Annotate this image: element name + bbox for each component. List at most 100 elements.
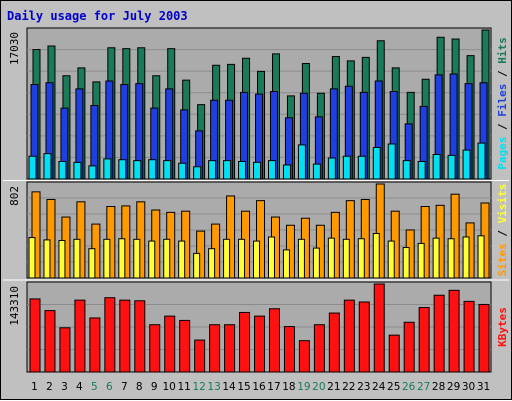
- legend-entry: /: [496, 117, 509, 137]
- x-tick-label: 29: [447, 381, 460, 393]
- bar-visits: [418, 243, 424, 278]
- bar-visits: [44, 240, 50, 278]
- bar-kbytes: [45, 311, 55, 372]
- bar-pages: [209, 161, 216, 179]
- x-tick-label: 30: [462, 381, 475, 393]
- bar-visits: [179, 241, 185, 278]
- y-axis-max-label: 802: [8, 186, 21, 206]
- x-tick-label: 7: [121, 381, 128, 393]
- bar-kbytes: [180, 320, 190, 372]
- x-tick-label: 8: [136, 381, 143, 393]
- x-tick-label: 5: [91, 381, 98, 393]
- bar-kbytes: [299, 341, 309, 372]
- bar-visits: [104, 239, 110, 278]
- legend-top: Pages / Files / Hits: [496, 37, 509, 170]
- bar-kbytes: [120, 300, 130, 372]
- x-tick-label: 19: [297, 381, 310, 393]
- legend-entry: /: [496, 64, 509, 84]
- bar-visits: [403, 248, 409, 278]
- x-tick-label: 14: [222, 381, 236, 393]
- bar-visits: [149, 241, 155, 278]
- x-tick-label: 10: [163, 381, 176, 393]
- bar-pages: [119, 160, 126, 179]
- bar-kbytes: [464, 301, 474, 372]
- bar-pages: [164, 161, 171, 179]
- bar-pages: [328, 158, 335, 179]
- bar-pages: [134, 161, 141, 179]
- bar-kbytes: [359, 302, 369, 372]
- bar-kbytes: [225, 325, 235, 372]
- bar-kbytes: [434, 295, 444, 372]
- bar-visits: [283, 250, 289, 278]
- bar-kbytes: [75, 300, 85, 372]
- bar-pages: [224, 161, 231, 179]
- bar-pages: [358, 156, 365, 179]
- bar-visits: [463, 237, 469, 278]
- x-tick-label: 24: [372, 381, 386, 393]
- bar-pages: [448, 155, 455, 179]
- x-tick-label: 6: [106, 381, 113, 393]
- x-tick-label: 20: [312, 381, 325, 393]
- bar-kbytes: [195, 340, 205, 372]
- bar-pages: [433, 155, 440, 179]
- bar-visits: [254, 241, 260, 278]
- legend-entry: Visits: [496, 184, 509, 224]
- y-axis-max-label: 143310: [8, 286, 21, 326]
- x-tick-label: 18: [282, 381, 295, 393]
- bar-visits: [433, 238, 439, 278]
- bar-pages: [403, 161, 410, 179]
- legend-entry: Pages: [496, 137, 509, 170]
- bar-pages: [268, 161, 275, 179]
- bar-kbytes: [210, 325, 220, 372]
- x-tick-label: 27: [417, 381, 430, 393]
- bar-pages: [74, 162, 81, 179]
- bar-kbytes: [284, 327, 294, 372]
- bar-visits: [298, 239, 304, 278]
- bar-pages: [283, 165, 290, 179]
- bar-kbytes: [374, 284, 384, 372]
- bar-visits: [448, 239, 454, 278]
- bar-pages: [89, 166, 96, 179]
- x-tick-label: 9: [151, 381, 158, 393]
- bar-kbytes: [240, 312, 250, 372]
- legend-entry: KBytes: [496, 307, 509, 347]
- x-tick-label: 28: [432, 381, 445, 393]
- bar-pages: [44, 154, 51, 179]
- x-tick-label: 13: [207, 381, 220, 393]
- bar-visits: [313, 248, 319, 278]
- bar-visits: [74, 239, 80, 278]
- bar-kbytes: [60, 328, 70, 372]
- y-axis-max-label: 17030: [8, 32, 21, 65]
- bar-pages: [418, 162, 425, 179]
- bar-pages: [373, 148, 380, 179]
- bar-kbytes: [269, 309, 279, 372]
- bar-pages: [59, 162, 66, 179]
- legend-entry: /: [496, 223, 509, 243]
- bar-pages: [149, 160, 156, 179]
- chart-title: Daily usage for July 2003: [7, 9, 188, 23]
- bar-visits: [239, 239, 245, 278]
- bar-pages: [313, 164, 320, 179]
- x-tick-label: 21: [327, 381, 340, 393]
- x-tick-label: 25: [387, 381, 400, 393]
- bar-visits: [194, 253, 200, 278]
- bar-kbytes: [479, 304, 489, 372]
- bar-kbytes: [344, 300, 354, 372]
- bar-kbytes: [150, 325, 160, 372]
- bar-visits: [164, 239, 170, 278]
- bar-visits: [59, 240, 65, 278]
- bar-visits: [209, 249, 215, 278]
- legend-entry: Files: [496, 84, 509, 117]
- legend-entry: Hits: [496, 37, 509, 64]
- bar-visits: [388, 241, 394, 278]
- bar-visits: [89, 249, 95, 278]
- legend-bottom: KBytes: [496, 307, 509, 347]
- bar-pages: [239, 162, 246, 179]
- bar-visits: [224, 239, 230, 278]
- bar-pages: [194, 167, 201, 179]
- bar-kbytes: [449, 290, 459, 372]
- bar-pages: [254, 162, 261, 179]
- x-tick-label: 2: [46, 381, 53, 393]
- bar-visits: [268, 237, 274, 278]
